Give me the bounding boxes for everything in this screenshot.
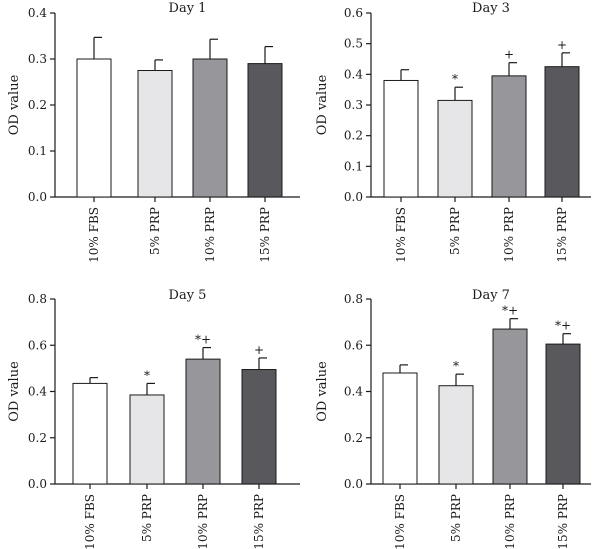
- x-tick-label: 5% PRP: [140, 494, 154, 542]
- y-axis-label: OD value: [315, 74, 330, 135]
- bar: [545, 343, 581, 485]
- y-tick-label: 0.1: [344, 159, 363, 173]
- chart-title: Day 1: [169, 1, 207, 16]
- bar: [129, 394, 165, 485]
- x-tick-label: 15% PRP: [258, 207, 272, 263]
- y-axis-label: OD value: [315, 361, 330, 422]
- x-tick-label: 5% PRP: [449, 494, 463, 542]
- significance-mark: *: [144, 368, 150, 382]
- x-tick-label: 10% FBS: [87, 207, 101, 263]
- x-tick-label: 10% FBS: [83, 494, 97, 549]
- significance-mark: *+: [195, 333, 211, 347]
- bar: [438, 385, 474, 485]
- y-tick-label: 0.8: [344, 292, 363, 306]
- y-tick-label: 0.0: [28, 477, 47, 491]
- significance-mark: +: [504, 48, 514, 62]
- bar: [192, 58, 228, 198]
- bar: [382, 372, 418, 485]
- y-tick-label: 0.0: [344, 190, 363, 204]
- x-tick-label: 10% PRP: [502, 207, 516, 263]
- y-tick-label: 0.3: [344, 98, 363, 112]
- bar: [492, 328, 528, 485]
- bar: [137, 70, 173, 198]
- y-axis-label: OD value: [7, 74, 22, 135]
- y-tick-label: 0.6: [344, 338, 363, 352]
- significance-mark: *: [453, 359, 459, 373]
- x-tick-label: 10% FBS: [394, 207, 408, 263]
- y-tick-label: 0.4: [344, 67, 363, 81]
- x-tick-label: 15% PRP: [252, 494, 266, 549]
- chart-title: Day 7: [472, 288, 510, 303]
- significance-mark: +: [557, 38, 567, 52]
- y-tick-label: 0.0: [344, 477, 363, 491]
- chart-title: Day 5: [169, 288, 207, 303]
- y-tick-label: 0.1: [28, 144, 47, 158]
- y-tick-label: 0.6: [28, 338, 47, 352]
- x-tick-label: 5% PRP: [448, 207, 462, 255]
- chart-day-3: 0.0 0.1 0.2 0.3 0.4 0.5 0.6 OD value Day 3 10% FB…: [315, 1, 591, 263]
- x-tick-label: 10% PRP: [196, 494, 210, 549]
- y-tick-label: 0.4: [28, 6, 47, 20]
- bar: [383, 79, 419, 198]
- significance-mark: +: [254, 343, 264, 357]
- y-tick-label: 0.8: [28, 292, 47, 306]
- bar: [437, 99, 473, 198]
- bar: [185, 358, 221, 485]
- x-tick-label: 15% PRP: [555, 207, 569, 263]
- y-tick-label: 0.0: [28, 190, 47, 204]
- y-tick-label: 0.4: [28, 385, 47, 399]
- bar: [76, 58, 112, 198]
- y-tick-label: 0.2: [28, 431, 47, 445]
- y-tick-label: 0.3: [28, 52, 47, 66]
- x-tick-label: 10% FBS: [393, 494, 407, 549]
- y-tick-label: 0.2: [28, 98, 47, 112]
- bar: [247, 63, 283, 198]
- y-tick-label: 0.4: [344, 385, 363, 399]
- y-tick-label: 0.2: [344, 431, 363, 445]
- x-tick-label: 5% PRP: [148, 207, 162, 255]
- significance-mark: *: [452, 72, 458, 86]
- significance-mark: *+: [555, 319, 571, 333]
- bar: [491, 75, 527, 198]
- bar: [72, 382, 108, 485]
- x-tick-label: 10% PRP: [503, 494, 517, 549]
- y-tick-label: 0.5: [344, 37, 363, 51]
- significance-mark: *+: [502, 304, 518, 318]
- bar: [544, 66, 580, 198]
- y-tick-label: 0.2: [344, 129, 363, 143]
- chart-title: Day 3: [472, 1, 510, 16]
- bar: [241, 369, 277, 485]
- x-tick-label: 10% PRP: [203, 207, 217, 263]
- chart-day-1: 0.0 0.1 0.2 0.3 0.4 OD value Day 1 10% FBS 5% PR…: [7, 1, 300, 263]
- x-tick-label: 15% PRP: [556, 494, 570, 549]
- y-tick-label: 0.6: [344, 6, 363, 20]
- chart-day-5: 0.0 0.2 0.4 0.6 0.8 OD value Day 5 10% FBS * 5% P…: [7, 288, 300, 549]
- chart-day-7: 0.0 0.2 0.4 0.6 0.8 OD value Day 7 10% FBS * 5% P…: [315, 288, 591, 549]
- y-axis-label: OD value: [7, 361, 22, 422]
